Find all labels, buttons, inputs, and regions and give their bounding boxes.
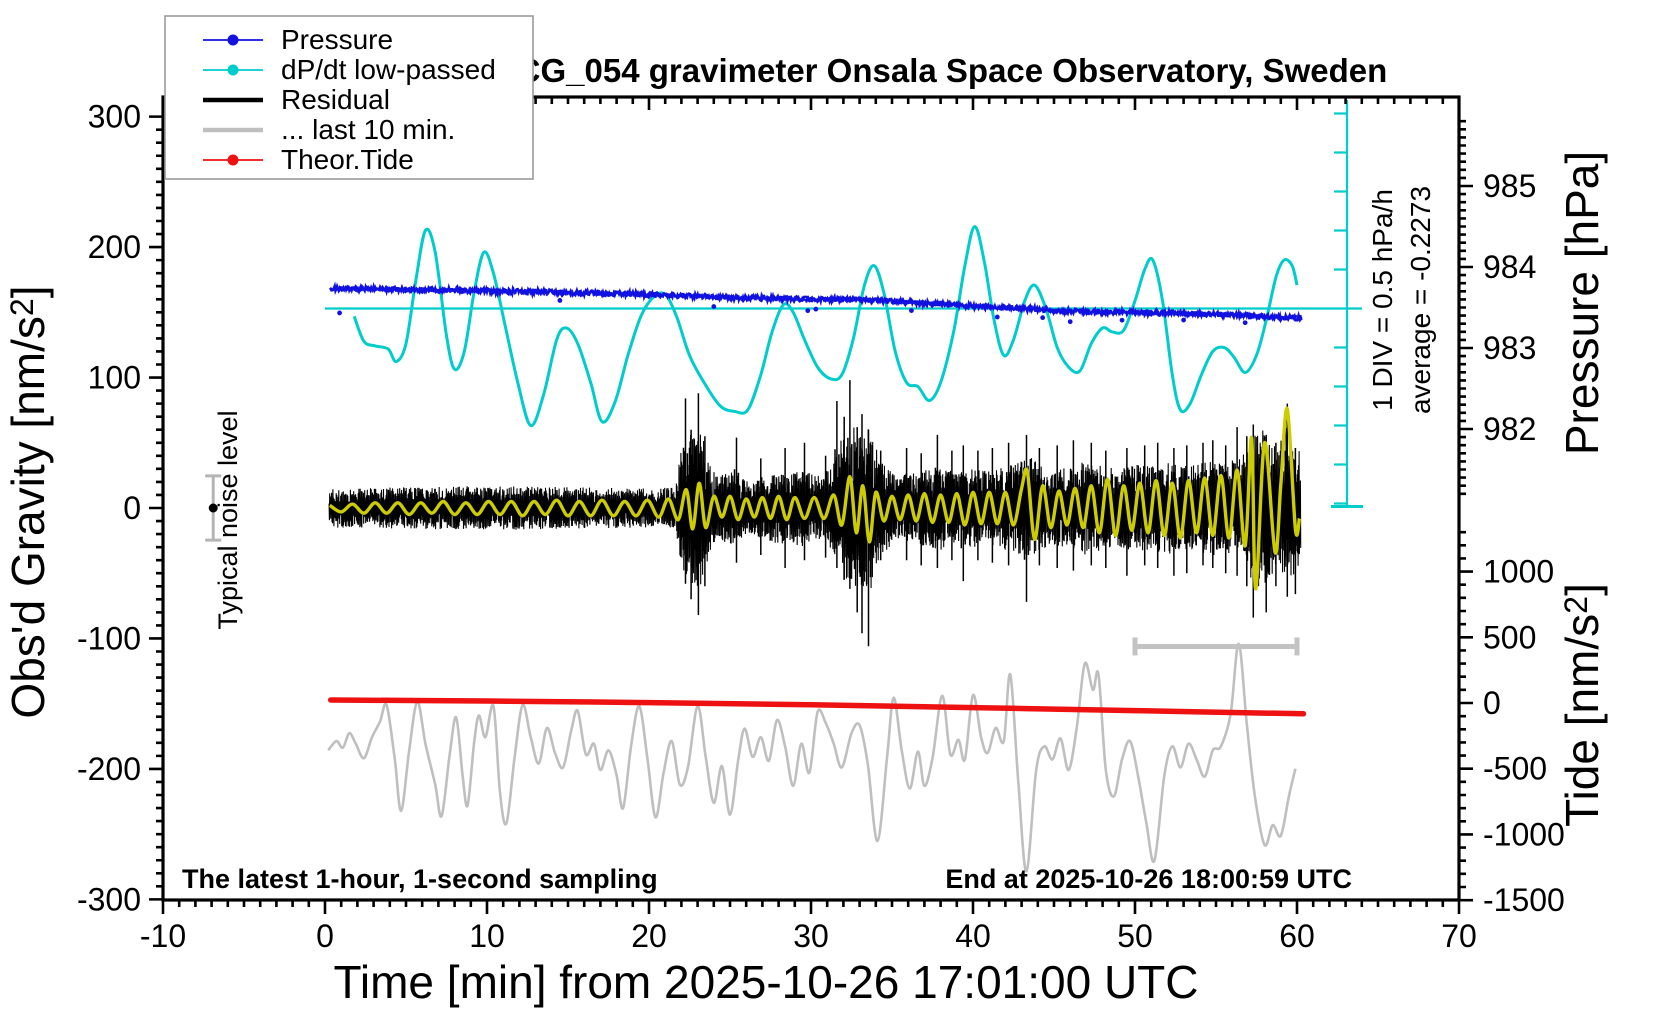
legend-item-tide: Theor.Tide [203, 144, 414, 175]
legend-item-last10: ... last 10 min. [203, 114, 455, 145]
pressure-outlier-dot [994, 314, 1000, 320]
x-tick-label: 20 [631, 918, 667, 954]
pressure-outlier-dot [1242, 320, 1248, 326]
bottom-right-note: End at 2025-10-26 18:00:59 UTC [945, 864, 1352, 894]
y-left-tick-label: 0 [123, 490, 141, 526]
scale-bar-label-div: 1 DIV = 0.5 hPa/h [1367, 189, 1398, 411]
pressure-outlier-dot [805, 308, 811, 314]
x-tick-label: -10 [140, 918, 186, 954]
tide-axis-title: Tide [nm/s2] [1556, 583, 1608, 827]
noise-level-marker: Typical noise level [205, 410, 243, 630]
y-right-tide-tick-label: 1000 [1483, 554, 1554, 590]
chart-title: SCG_054 gravimeter Onsala Space Observat… [495, 52, 1388, 89]
legend-item-dpdt: dP/dt low-passed [203, 54, 496, 85]
x-tick-label: 40 [955, 918, 991, 954]
series-residual-lowpass [328, 406, 1302, 591]
x-tick-label: 50 [1117, 918, 1153, 954]
pressure-outlier-dot [557, 298, 563, 303]
pressure-outlier-dot [909, 308, 914, 313]
y-right-tide-tick-label: -1500 [1483, 882, 1565, 918]
x-axis-title: Time [min] from 2025-10-26 17:01:00 UTC [334, 956, 1199, 1008]
pressure-outlier-dot [813, 306, 819, 312]
scale-bar-label-average: average = -0.2273 [1405, 186, 1436, 414]
legend-item-pressure: Pressure [203, 24, 393, 55]
legend-box [164, 15, 534, 180]
pressure-outlier-dot [337, 310, 342, 316]
dpdt-scale-bar [1331, 100, 1363, 508]
x-tick-label: 30 [793, 918, 829, 954]
x-tick-label: 60 [1279, 918, 1315, 954]
legend-label: Residual [281, 84, 390, 115]
pressure-outlier-dot [1040, 315, 1046, 321]
y-right-pressure-tick-label: 985 [1483, 168, 1536, 204]
y-right-tide-tick-label: -1000 [1483, 816, 1565, 852]
pressure-outlier-dot [1119, 317, 1125, 323]
pressure-outlier-dot [1181, 317, 1186, 323]
legend-sample-dot [227, 154, 239, 166]
pressure-axis-title: Pressure [hPa] [1556, 151, 1608, 455]
x-tick-label: 70 [1441, 918, 1477, 954]
legend-label: Theor.Tide [281, 144, 414, 175]
noise-level-label: Typical noise level [213, 410, 243, 629]
y-right-tide-tick-label: -500 [1483, 751, 1547, 787]
y-left-tick-label: 300 [88, 99, 141, 135]
x-tick-label: 0 [316, 918, 334, 954]
axes [149, 95, 1473, 914]
y-left-tick-label: 100 [88, 360, 141, 396]
noise-dot [208, 503, 218, 513]
series-dpdt [352, 225, 1299, 427]
y-right-tide-tick-label: 0 [1483, 685, 1501, 721]
y-right-pressure-tick-label: 982 [1483, 411, 1536, 447]
pressure-outlier-dot [711, 304, 717, 309]
series-pressure [328, 281, 1303, 326]
series-theor-tide [327, 697, 1307, 717]
y-left-tick-label: -300 [77, 881, 141, 917]
legend-label: Pressure [281, 24, 393, 55]
legend-sample-dot [227, 64, 239, 76]
last10min-window-bracket [1132, 637, 1300, 656]
legend-label: dP/dt low-passed [281, 54, 496, 85]
y-left-axis-title: Obs'd Gravity [nm/s2] [2, 285, 54, 718]
series-last10min [327, 642, 1297, 873]
pressure-outlier-dot [1067, 319, 1073, 325]
y-left-tick-label: -200 [77, 751, 141, 787]
legend-item-residual: Residual [203, 84, 390, 115]
y-right-pressure-tick-label: 984 [1483, 249, 1536, 285]
y-left-tick-label: -100 [77, 620, 141, 656]
x-tick-label: 10 [469, 918, 505, 954]
bottom-left-note: The latest 1-hour, 1-second sampling [182, 864, 658, 894]
legend-label: ... last 10 min. [281, 114, 455, 145]
legend-sample-dot [227, 34, 239, 46]
pressure-band-2 [329, 284, 1303, 323]
y-right-tide-tick-label: 500 [1483, 619, 1536, 655]
y-right-pressure-tick-label: 983 [1483, 330, 1536, 366]
y-left-tick-label: 200 [88, 229, 141, 265]
